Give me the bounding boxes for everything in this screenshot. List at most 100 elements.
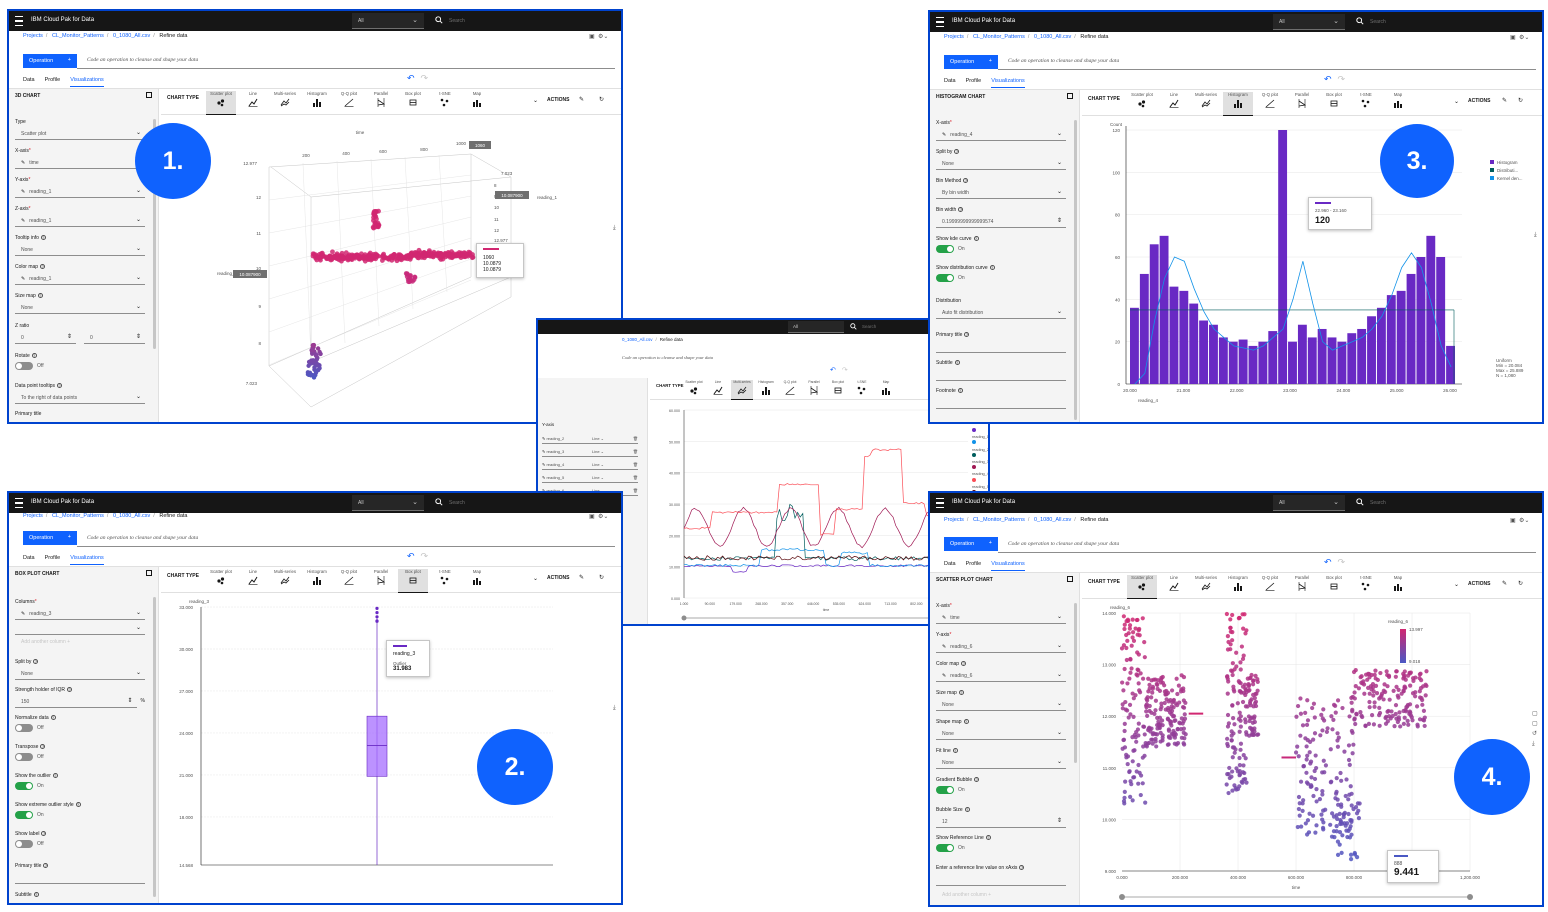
data-point[interactable] [1244,780,1249,785]
data-point[interactable] [1131,638,1137,643]
tab-visualizations[interactable]: Visualizations [70,77,104,87]
data-point[interactable] [1144,744,1149,749]
chart-type-q-q-plot[interactable]: Q-Q plot [1255,92,1285,116]
data-point[interactable] [1373,668,1378,673]
data-point[interactable] [1150,732,1155,737]
data-point[interactable] [1174,676,1179,681]
data-point[interactable] [1354,855,1360,860]
data-point[interactable] [1372,700,1377,705]
series-line-reading-1[interactable] [683,564,969,573]
data-point[interactable] [1333,703,1338,708]
data-point[interactable] [1121,688,1126,693]
data-point[interactable] [1341,812,1347,817]
data-point[interactable] [1125,708,1130,713]
tab-data[interactable]: Data [23,77,35,83]
data-point[interactable] [1162,700,1167,706]
data-point[interactable] [311,375,317,380]
data-point[interactable] [1307,750,1312,755]
data-point[interactable] [1348,784,1353,789]
data-point[interactable] [1363,723,1368,728]
data-point[interactable] [1319,712,1324,717]
data-point[interactable] [1401,689,1406,694]
data-point[interactable] [1130,630,1136,635]
data-point[interactable] [1367,705,1372,710]
chart-type-map[interactable]: Map [1383,575,1413,599]
data-point[interactable] [1301,798,1306,803]
data-point[interactable] [1177,700,1182,705]
histogram-bar[interactable] [1327,337,1337,384]
data-point[interactable] [1236,616,1241,621]
tab-data[interactable]: Data [944,78,956,84]
data-point[interactable] [1234,650,1239,655]
data-point[interactable] [1143,741,1148,746]
data-point[interactable] [1405,673,1411,678]
data-point[interactable] [361,256,366,262]
data-point[interactable] [1246,714,1252,719]
data-point[interactable] [1225,724,1231,729]
data-point[interactable] [1146,726,1151,731]
data-point[interactable] [1369,713,1375,718]
field-input[interactable]: By bin width ⌄ [936,187,1066,199]
histogram-bar[interactable] [1446,345,1455,384]
data-point[interactable] [1377,713,1382,718]
data-point[interactable] [1312,731,1318,736]
histogram-bar[interactable] [1357,328,1367,384]
data-point[interactable] [1348,818,1353,823]
tab-data[interactable]: Data [944,561,956,567]
undo-icon[interactable]: ↶ ↷ [407,73,429,83]
series-line-reading-5[interactable] [683,448,969,536]
breadcrumb-file[interactable]: 0_1080_All.csv [112,33,151,39]
operation-button[interactable]: Operation + [944,537,998,551]
data-point[interactable] [1225,634,1230,639]
data-point[interactable] [1296,754,1301,759]
data-point[interactable] [1300,808,1305,813]
data-point[interactable] [1372,704,1377,709]
data-point[interactable] [1130,691,1135,696]
data-point[interactable] [1237,769,1242,774]
series-line-reading-3[interactable] [683,503,969,561]
data-point[interactable] [1173,701,1178,706]
range-handle-left[interactable] [681,615,687,621]
column-select[interactable]: ✎ reading_3 ⌄ [15,608,145,620]
data-point[interactable] [306,363,311,368]
chart-type-map[interactable]: Map [462,569,492,593]
data-point[interactable] [1122,666,1127,672]
data-point[interactable] [1234,787,1239,792]
data-point[interactable] [315,346,321,351]
histogram-bar[interactable] [1297,324,1307,384]
data-point[interactable] [1131,775,1137,780]
distribution-select[interactable]: Auto fit distribution ⌄ [936,307,1066,319]
data-point[interactable] [1130,759,1135,764]
data-point[interactable] [1146,689,1151,694]
data-point[interactable] [1172,741,1177,746]
histogram-bar[interactable] [1258,341,1268,384]
toggle-switch[interactable] [15,782,33,790]
actions-menu[interactable]: ACTIONS [1468,98,1491,104]
data-point[interactable] [1339,778,1344,783]
breadcrumb-file[interactable]: 0_1080_All.csv [1033,34,1072,40]
data-point[interactable] [1144,702,1149,707]
data-point[interactable] [1378,670,1383,676]
data-point[interactable] [1355,801,1361,806]
data-point[interactable] [1128,712,1133,717]
download-icon[interactable]: ⤓ [613,705,616,711]
data-point[interactable] [319,250,325,256]
data-point[interactable] [1237,762,1243,768]
chart-type-box-plot[interactable]: Box plot [398,569,428,593]
data-point[interactable] [348,256,354,262]
data-point[interactable] [1145,713,1150,718]
series-row[interactable]: ✎ reading_4 Line ⌄ 🗑 [542,460,638,470]
data-point[interactable] [1182,736,1187,741]
tab-visualizations[interactable]: Visualizations [991,78,1025,88]
data-point[interactable] [1156,722,1161,727]
select-icon[interactable]: ▢ [1532,721,1538,727]
download-icon[interactable]: ⤓ [1532,741,1535,747]
data-point[interactable] [1159,718,1165,723]
data-point[interactable] [1335,816,1340,822]
data-point[interactable] [1424,683,1429,689]
data-point[interactable] [1337,830,1343,835]
data-point[interactable] [1312,776,1318,782]
data-point[interactable] [418,250,424,256]
data-point[interactable] [1121,614,1126,619]
chart-type-map[interactable]: Map [875,380,897,400]
